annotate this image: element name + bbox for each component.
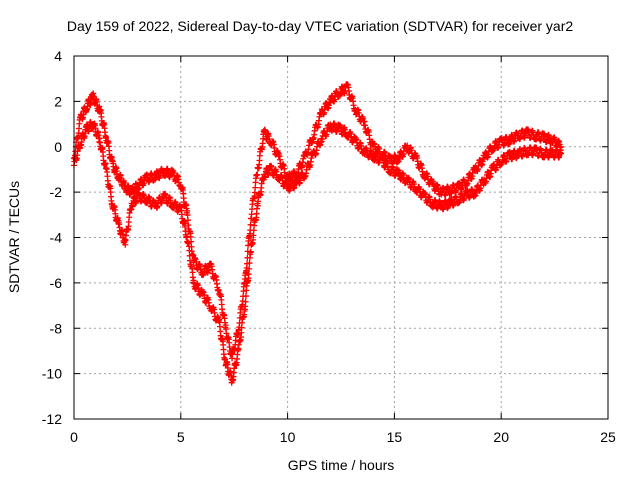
y-tick-label: 4 <box>54 48 62 64</box>
data-point-lower <box>242 293 249 300</box>
x-tick-label: 25 <box>600 429 616 445</box>
x-tick-label: 15 <box>387 429 403 445</box>
data-point-lower <box>253 210 260 217</box>
x-tick-label: 5 <box>177 429 185 445</box>
tick-labels: 0 5 10 15 20 25 -12 -10 -8 -6 -4 -2 0 2 4 <box>42 48 616 445</box>
data-point-upper <box>184 212 191 219</box>
y-tick-label: -12 <box>42 411 62 427</box>
x-tick-label: 10 <box>280 429 296 445</box>
data-point-lower <box>253 205 260 212</box>
y-tick-label: -4 <box>50 230 63 246</box>
data-point-upper <box>252 184 259 191</box>
data-point-lower <box>250 232 257 239</box>
chart-title: Day 159 of 2022, Sidereal Day-to-day VTE… <box>66 18 574 34</box>
y-axis-label: SDTVAR / TECUs <box>6 180 22 294</box>
data-point-lower <box>128 206 135 213</box>
data-point-upper <box>96 103 103 110</box>
y-tick-label: 2 <box>54 93 62 109</box>
data-point-lower <box>247 248 254 255</box>
data-point-lower <box>558 150 565 157</box>
y-tick-label: -10 <box>42 366 62 382</box>
data-point-lower <box>246 260 253 267</box>
y-tick-label: -6 <box>50 275 63 291</box>
data-point-lower <box>186 247 193 254</box>
plot-frame <box>73 55 609 420</box>
x-tick-label: 20 <box>493 429 509 445</box>
data-point-lower <box>189 274 196 281</box>
x-axis-label: GPS time / hours <box>287 457 395 473</box>
x-tick-label: 0 <box>70 429 78 445</box>
data-point-upper <box>254 171 261 178</box>
data-point-lower <box>121 236 128 243</box>
data-points <box>71 81 565 386</box>
data-point-lower <box>242 298 249 305</box>
data-point-lower <box>238 329 245 336</box>
y-tick-label: -8 <box>50 320 63 336</box>
y-tick-label: 0 <box>54 139 62 155</box>
y-tick-label: -2 <box>50 184 63 200</box>
grid-lines <box>74 56 608 419</box>
data-point-lower <box>246 265 253 272</box>
data-point-lower <box>245 271 252 278</box>
